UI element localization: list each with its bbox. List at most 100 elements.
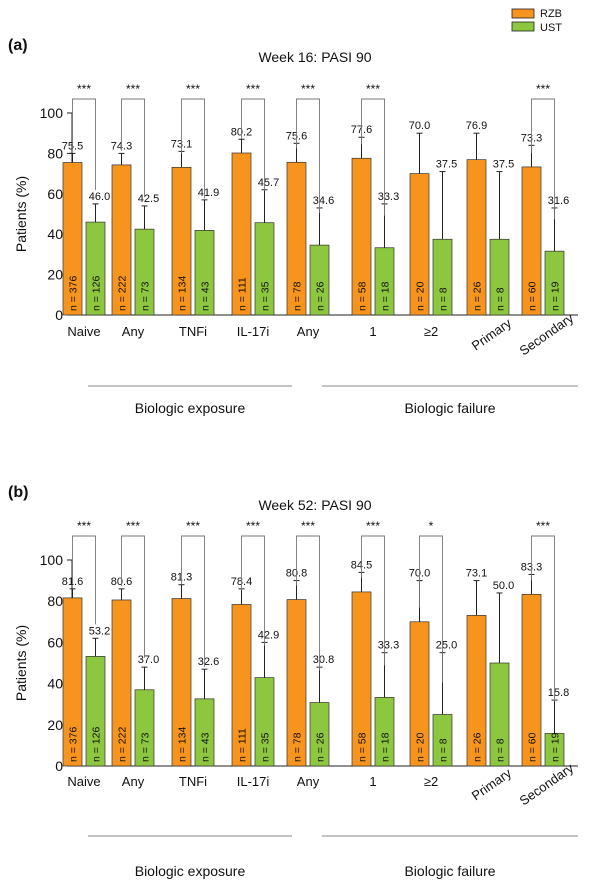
significance-marker: *** bbox=[77, 82, 91, 96]
significance-bracket bbox=[72, 535, 96, 625]
x-tick-label: Primary bbox=[469, 765, 515, 803]
n-label: n = 8 bbox=[438, 738, 450, 762]
significance-bracket bbox=[296, 98, 320, 214]
significance-marker: *** bbox=[536, 82, 550, 96]
n-label: n = 134 bbox=[177, 727, 189, 762]
significance-bracket bbox=[296, 535, 320, 671]
value-label: 41.9 bbox=[198, 187, 219, 199]
n-label: n = 222 bbox=[117, 727, 129, 762]
n-label: n = 35 bbox=[260, 732, 272, 762]
value-label: 30.8 bbox=[313, 654, 334, 666]
y-axis-label: Patients (%) bbox=[13, 625, 29, 701]
value-label: 70.0 bbox=[409, 120, 430, 132]
x-tick-label: TNFi bbox=[179, 324, 207, 339]
y-axis-label: Patients (%) bbox=[13, 176, 29, 252]
group-label: Biologic failure bbox=[404, 400, 495, 416]
n-label: n = 111 bbox=[237, 728, 249, 762]
significance-marker: * bbox=[429, 519, 434, 533]
chart-panel-a: (a) Week 16: PASI 90 0 20 40 60 80 100 Patients … bbox=[8, 37, 578, 416]
significance-marker: *** bbox=[246, 82, 260, 96]
x-tick-label: 1 bbox=[369, 774, 376, 789]
y-tick-label: 40 bbox=[47, 226, 63, 242]
x-tick-label: Any bbox=[122, 324, 145, 339]
x-tick-label: Any bbox=[297, 774, 320, 789]
x-tick-label: Primary bbox=[469, 315, 515, 353]
y-tick-label: 40 bbox=[47, 676, 63, 692]
x-tick-label: Any bbox=[297, 324, 320, 339]
n-label: n = 222 bbox=[117, 276, 129, 311]
n-label: n = 43 bbox=[200, 732, 212, 762]
n-label: n = 60 bbox=[527, 732, 539, 762]
legend-label-ust: UST bbox=[540, 22, 562, 34]
x-tick-label: Secondary bbox=[517, 760, 577, 808]
y-tick-label: 80 bbox=[47, 593, 63, 609]
n-label: n = 19 bbox=[550, 281, 562, 311]
n-label: n = 58 bbox=[357, 732, 369, 762]
value-label: 34.6 bbox=[313, 195, 334, 207]
significance-marker: *** bbox=[536, 519, 550, 533]
chart-panel-b: (b) Week 52: PASI 90 0 20 40 60 80 100 Patients … bbox=[8, 484, 578, 879]
y-tick-label: 0 bbox=[55, 758, 63, 774]
chart-title: Week 16: PASI 90 bbox=[258, 49, 371, 65]
n-label: n = 18 bbox=[380, 281, 392, 311]
n-label: n = 26 bbox=[472, 281, 484, 311]
significance-bracket bbox=[241, 535, 265, 646]
value-label: 42.9 bbox=[258, 629, 279, 641]
n-label: n = 26 bbox=[315, 281, 327, 311]
value-label: 46.0 bbox=[89, 191, 110, 203]
x-tick-label: Naive bbox=[67, 324, 100, 339]
value-label: 15.8 bbox=[548, 687, 569, 699]
panel-label: (b) bbox=[8, 484, 28, 501]
n-label: n = 73 bbox=[140, 732, 152, 762]
legend: RZB UST bbox=[511, 8, 562, 34]
x-tick-label: TNFi bbox=[179, 774, 207, 789]
value-label: 32.6 bbox=[198, 656, 219, 668]
n-label: n = 35 bbox=[260, 281, 272, 311]
value-label: 42.5 bbox=[138, 193, 159, 205]
value-label: 37.0 bbox=[138, 654, 159, 666]
y-tick-label: 80 bbox=[47, 145, 63, 161]
x-tick-label: IL-17i bbox=[237, 324, 270, 339]
n-label: n = 20 bbox=[415, 281, 427, 311]
legend-swatch-ust bbox=[511, 21, 535, 32]
significance-bracket bbox=[121, 98, 145, 198]
legend-label-rzb: RZB bbox=[540, 8, 562, 20]
n-label: n = 111 bbox=[237, 277, 249, 311]
significance-bracket bbox=[531, 535, 555, 702]
n-label: n = 376 bbox=[68, 727, 80, 762]
x-tick-label: Naive bbox=[67, 774, 100, 789]
n-label: n = 134 bbox=[177, 276, 189, 311]
significance-bracket bbox=[181, 535, 205, 667]
n-label: n = 18 bbox=[380, 732, 392, 762]
x-tick-label: ≥2 bbox=[424, 324, 438, 339]
value-label: 33.3 bbox=[378, 640, 399, 652]
significance-bracket bbox=[531, 98, 555, 220]
value-label: 45.7 bbox=[258, 177, 279, 189]
significance-marker: *** bbox=[301, 82, 315, 96]
n-label: n = 60 bbox=[527, 281, 539, 311]
panel-label: (a) bbox=[8, 37, 28, 54]
n-label: n = 73 bbox=[140, 281, 152, 311]
value-label: 50.0 bbox=[493, 580, 514, 592]
significance-marker: *** bbox=[246, 519, 260, 533]
significance-bracket bbox=[181, 98, 205, 199]
n-label: n = 43 bbox=[200, 281, 212, 311]
significance-marker: *** bbox=[366, 82, 380, 96]
y-tick-label: 60 bbox=[47, 634, 63, 650]
value-label: 37.5 bbox=[493, 159, 514, 171]
value-label: 25.0 bbox=[436, 640, 457, 652]
y-tick-label: 100 bbox=[40, 552, 64, 568]
value-label: 76.9 bbox=[466, 120, 487, 132]
n-label: n = 26 bbox=[472, 732, 484, 762]
y-tick-label: 20 bbox=[47, 267, 63, 283]
n-label: n = 78 bbox=[292, 732, 304, 762]
n-label: n = 58 bbox=[357, 281, 369, 311]
significance-bracket bbox=[241, 98, 265, 191]
n-label: n = 26 bbox=[315, 732, 327, 762]
significance-bracket bbox=[361, 535, 385, 666]
n-label: n = 8 bbox=[438, 287, 450, 311]
value-label: 33.3 bbox=[378, 191, 399, 203]
significance-marker: *** bbox=[301, 519, 315, 533]
significance-bracket bbox=[72, 98, 96, 191]
y-tick-label: 0 bbox=[55, 307, 63, 323]
